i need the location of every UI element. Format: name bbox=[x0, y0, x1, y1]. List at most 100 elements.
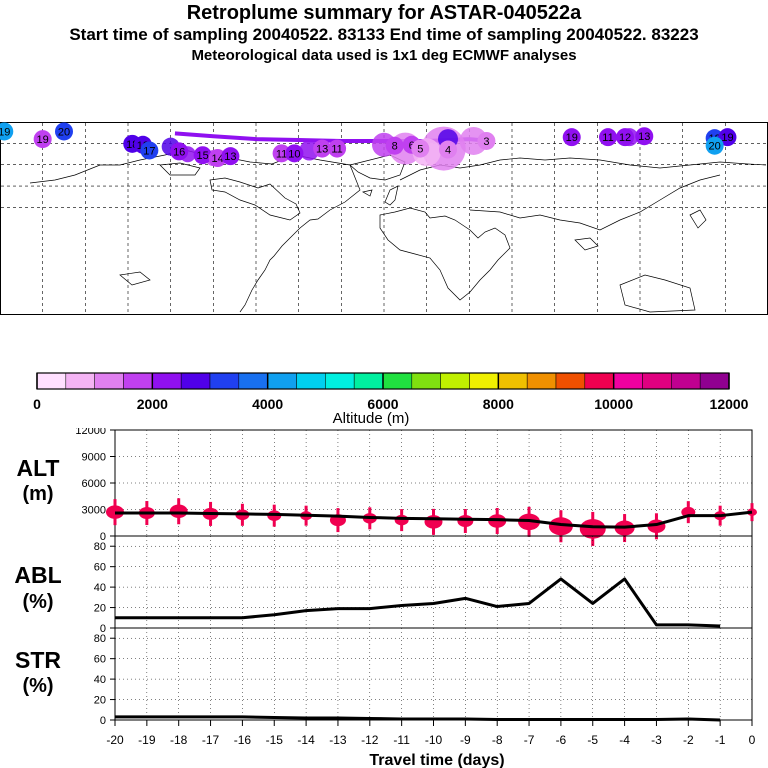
colorbar-cell bbox=[584, 372, 614, 390]
x-tick-label: -14 bbox=[297, 733, 315, 747]
str-unit: (%) bbox=[22, 675, 53, 697]
plume-day-label: 13 bbox=[316, 144, 328, 156]
colorbar-tick-label: 12000 bbox=[710, 396, 749, 412]
x-tick-label: -16 bbox=[234, 733, 252, 747]
colorbar-cell bbox=[382, 372, 413, 390]
plume-day-marker bbox=[285, 144, 304, 163]
plume-day-label: 17 bbox=[143, 145, 155, 157]
sampling-times: Start time of sampling 20040522. 83133 E… bbox=[69, 25, 699, 44]
colorbar-cell bbox=[671, 372, 701, 390]
plume-day-marker bbox=[170, 142, 189, 161]
plume-day-label: 19 bbox=[37, 134, 49, 146]
y-tick-label: 0 bbox=[100, 623, 106, 635]
plume-day-marker bbox=[705, 136, 724, 155]
colorbar-cell bbox=[152, 372, 182, 390]
x-tick-label: -5 bbox=[587, 733, 598, 747]
colorbar-tick-label: 10000 bbox=[594, 396, 633, 412]
altitude-spread-bar bbox=[654, 513, 658, 540]
plume-day-label: 12 bbox=[619, 132, 631, 144]
plume-day-label: 20 bbox=[709, 141, 721, 153]
y-tick-label: 12000 bbox=[75, 428, 106, 437]
colorbar-cell bbox=[699, 372, 730, 390]
x-tick-label: -18 bbox=[170, 733, 188, 747]
plume-day-label: 4 bbox=[445, 145, 451, 157]
plume-day-label: 10 bbox=[288, 148, 300, 160]
x-tick-label: -8 bbox=[492, 733, 503, 747]
x-tick-label: -6 bbox=[556, 733, 567, 747]
colorbar-cell bbox=[642, 372, 672, 390]
y-tick-label: 9000 bbox=[82, 452, 106, 464]
x-tick-label: -20 bbox=[106, 733, 124, 747]
alt-label: ALT bbox=[16, 455, 59, 481]
colorbar-cell bbox=[498, 372, 528, 390]
y-tick-label: 3000 bbox=[82, 505, 106, 517]
colorbar-cell bbox=[267, 372, 297, 390]
colorbar-cell bbox=[180, 372, 211, 390]
series-line-alt bbox=[115, 510, 753, 529]
plume-day-label: 15 bbox=[197, 150, 209, 162]
y-tick-label: 20 bbox=[94, 695, 106, 707]
altitude-spread-bar bbox=[463, 508, 467, 533]
plot-area: 120009000600030000806040200806040200-20-… bbox=[75, 428, 757, 747]
colorbar-tick-label: 6000 bbox=[367, 396, 398, 412]
y-tick-label: 0 bbox=[100, 531, 106, 543]
plume-day-label: 11 bbox=[276, 148, 287, 160]
plume-day-label: 5 bbox=[417, 144, 423, 156]
map-coastlines bbox=[29, 149, 767, 313]
plume-day-marker bbox=[272, 144, 291, 163]
alt-unit: (m) bbox=[22, 483, 53, 505]
colorbar-cell bbox=[353, 372, 384, 390]
colorbar-cell bbox=[555, 372, 586, 390]
altitude-spread-bar bbox=[591, 511, 595, 546]
plume-day-marker bbox=[477, 131, 496, 150]
colorbar-cell bbox=[526, 372, 557, 390]
plume-day-marker bbox=[221, 147, 240, 166]
met-data-line: Meteorological data used is 1x1 deg ECMW… bbox=[191, 47, 577, 64]
plume-day-label: 16 bbox=[173, 146, 185, 158]
plume-day-marker bbox=[616, 128, 635, 147]
y-tick-label: 40 bbox=[94, 582, 106, 594]
altitude-spread-bar bbox=[559, 510, 563, 543]
x-tick-label: -2 bbox=[683, 733, 694, 747]
plume-day-marker bbox=[193, 146, 212, 165]
abl-unit: (%) bbox=[22, 591, 53, 613]
str-label: STR bbox=[15, 647, 61, 673]
plume-day-marker bbox=[635, 127, 654, 146]
colorbar-cell bbox=[440, 372, 470, 390]
retroplume-map: 2019181817161514131110131186543191112131… bbox=[0, 122, 768, 315]
series-line-abl bbox=[115, 577, 721, 628]
colorbar-cell bbox=[209, 372, 240, 390]
x-tick-label: -19 bbox=[138, 733, 156, 747]
panel-frame bbox=[114, 627, 753, 721]
colorbar-cell bbox=[411, 372, 441, 390]
x-tick-label: -12 bbox=[361, 733, 379, 747]
plume-day-marker bbox=[313, 139, 332, 158]
colorbar-cell bbox=[469, 372, 499, 390]
series-line-str bbox=[115, 715, 721, 722]
plume-day-marker bbox=[0, 122, 14, 141]
plume-day-marker bbox=[385, 136, 404, 155]
x-tick-label: -10 bbox=[425, 733, 443, 747]
colorbar-tick-label: 0 bbox=[33, 396, 41, 412]
altitude-colorbar: 0 2000 4000 6000 8000 10000 12000 Altitude (m) bbox=[33, 372, 749, 427]
plume-day-label: 20 bbox=[58, 126, 70, 138]
colorbar-cell bbox=[296, 372, 326, 390]
altitude-spread-bar bbox=[686, 501, 690, 524]
plume-day-label: 14 bbox=[211, 153, 223, 165]
y-tick-label: 20 bbox=[94, 603, 106, 615]
colorbar-tick-label: 2000 bbox=[137, 396, 168, 412]
plume-day-label: 3 bbox=[483, 136, 489, 148]
y-tick-label: 6000 bbox=[82, 478, 106, 490]
colorbar-cell bbox=[613, 372, 643, 390]
plume-day-label: 13 bbox=[638, 131, 650, 143]
colorbar-cell bbox=[94, 372, 124, 390]
panel-alt: 12000 9000 6000 3000 0 bbox=[75, 428, 757, 546]
plume-cluster bbox=[459, 126, 488, 155]
colorbar-cell bbox=[36, 372, 67, 390]
chart-title: Retroplume summary for ASTAR-040522a bbox=[186, 2, 582, 24]
plume-day-marker bbox=[718, 128, 737, 147]
plume-day-label: 8 bbox=[392, 141, 398, 153]
y-tick-label: 60 bbox=[94, 654, 106, 666]
panel-abl: 80 60 40 20 0 bbox=[94, 535, 753, 635]
y-tick-label: 40 bbox=[94, 674, 106, 686]
